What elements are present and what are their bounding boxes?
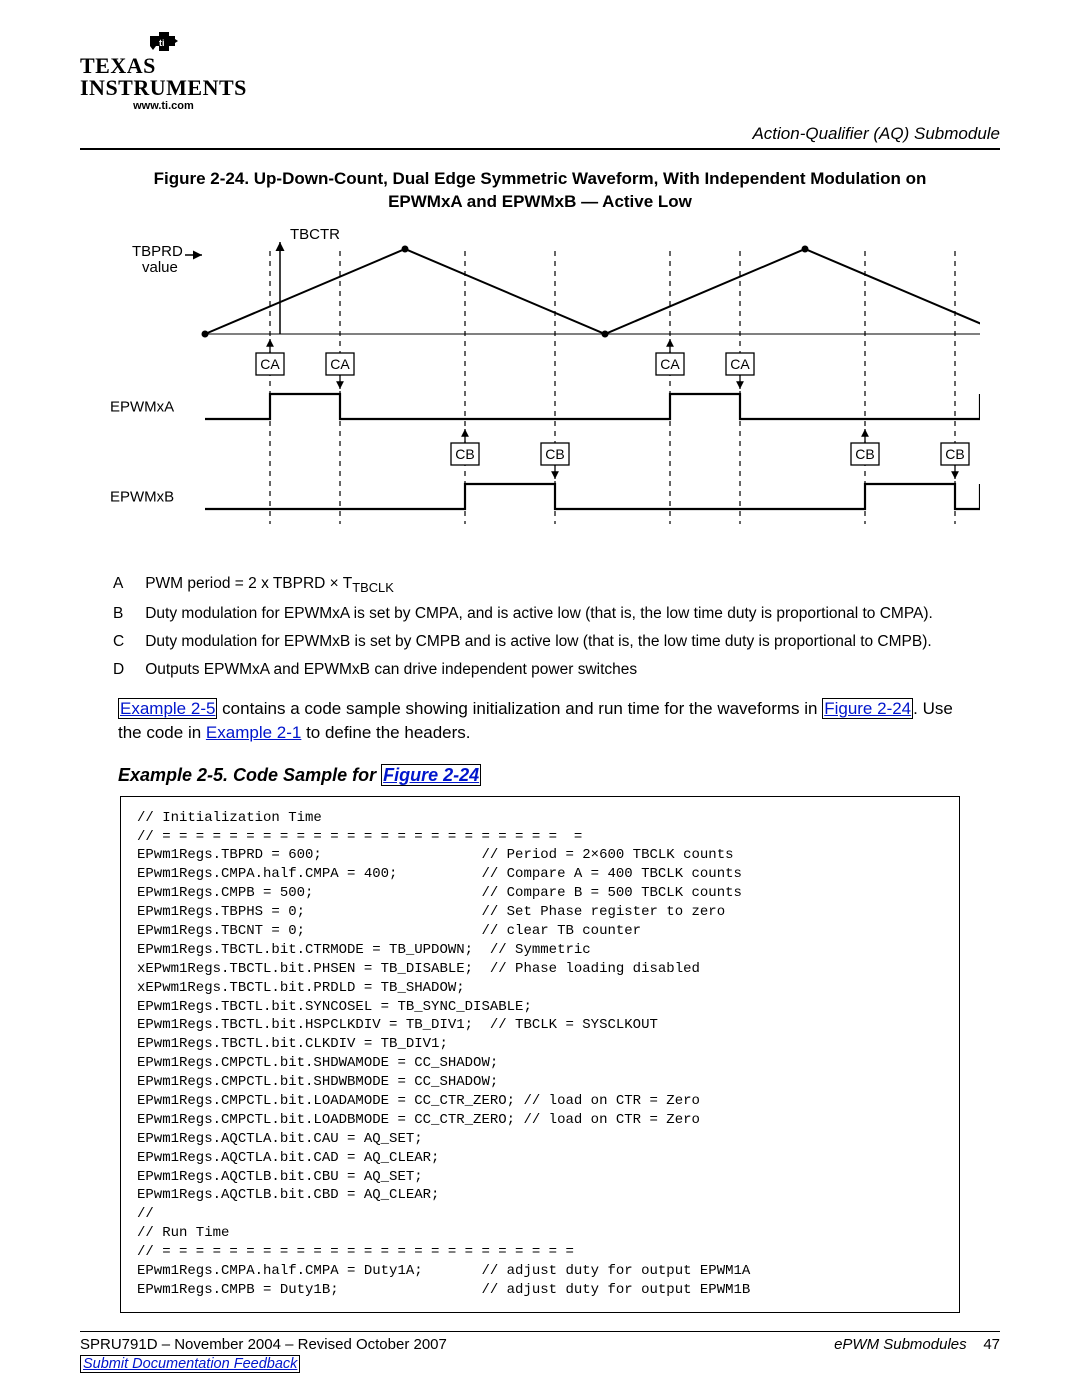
svg-text:ti: ti — [159, 38, 165, 48]
header-block: ti TEXAS INSTRUMENTS www.ti.com — [80, 30, 1000, 112]
footer-rule — [80, 1331, 1000, 1332]
svg-text:value: value — [142, 259, 178, 276]
waveform-diagram: TBCTR TBPRDvalue CA CA CA CA CB CB CB CB EPWMxA EPW… — [110, 224, 980, 549]
para-text-1: contains a code sample showing initializ… — [217, 699, 822, 718]
code-sample: // Initialization Time // = = = = = = = … — [120, 796, 960, 1313]
svg-text:CB: CB — [855, 446, 874, 462]
footer-page-number: 47 — [983, 1336, 1000, 1353]
notes-list: APWM period = 2 x TBPRD × TTBCLKBDuty mo… — [110, 569, 936, 685]
svg-text:TBPRD: TBPRD — [132, 243, 183, 260]
footer: SPRU791D – November 2004 – Revised Octob… — [80, 1331, 1000, 1373]
note-text: Duty modulation for EPWMxA is set by CMP… — [144, 601, 934, 627]
logo-text-bottom: INSTRUMENTS — [80, 75, 247, 100]
description-paragraph: Example 2-5 contains a code sample showi… — [118, 697, 962, 745]
figure-title: Figure 2-24. Up-Down-Count, Dual Edge Sy… — [80, 168, 1000, 214]
link-example-2-5[interactable]: Example 2-5 — [118, 698, 217, 719]
svg-text:TBCTR: TBCTR — [290, 226, 340, 243]
logo-url: www.ti.com — [133, 100, 194, 112]
header-rule — [80, 148, 1000, 150]
svg-text:CA: CA — [730, 356, 750, 372]
figure-title-line1: Figure 2-24. Up-Down-Count, Dual Edge Sy… — [154, 169, 927, 188]
link-figure-2-24[interactable]: Figure 2-24 — [822, 698, 913, 719]
link-submit-feedback[interactable]: Submit Documentation Feedback — [80, 1355, 300, 1373]
ti-logo: ti TEXAS INSTRUMENTS www.ti.com — [80, 30, 247, 112]
footer-doc-id: SPRU791D – November 2004 – Revised Octob… — [80, 1336, 447, 1353]
note-key: D — [112, 657, 142, 683]
footer-section: ePWM Submodules — [834, 1336, 967, 1353]
svg-text:CA: CA — [260, 356, 280, 372]
link-example-2-1[interactable]: Example 2-1 — [206, 723, 301, 742]
note-key: C — [112, 629, 142, 655]
note-text: Outputs EPWMxA and EPWMxB can drive inde… — [144, 657, 934, 683]
link-figure-2-24-b[interactable]: Figure 2-24 — [381, 764, 481, 786]
example-title: Example 2-5. Code Sample for Figure 2-24 — [118, 765, 1000, 786]
note-text: Duty modulation for EPWMxB is set by CMP… — [144, 629, 934, 655]
section-title: Action-Qualifier (AQ) Submodule — [80, 124, 1000, 144]
svg-text:CA: CA — [330, 356, 350, 372]
svg-text:CB: CB — [945, 446, 964, 462]
svg-text:EPWMxA: EPWMxA — [110, 398, 174, 415]
svg-text:CB: CB — [455, 446, 474, 462]
note-text: PWM period = 2 x TBPRD × TTBCLK — [144, 571, 934, 599]
svg-text:CA: CA — [660, 356, 680, 372]
figure-title-line2: EPWMxA and EPWMxB — Active Low — [388, 192, 692, 211]
svg-text:EPWMxB: EPWMxB — [110, 488, 174, 505]
note-key: A — [112, 571, 142, 599]
example-title-text: Example 2-5. Code Sample for — [118, 765, 381, 785]
svg-text:CB: CB — [545, 446, 564, 462]
para-text-3: to define the headers. — [301, 723, 470, 742]
note-key: B — [112, 601, 142, 627]
